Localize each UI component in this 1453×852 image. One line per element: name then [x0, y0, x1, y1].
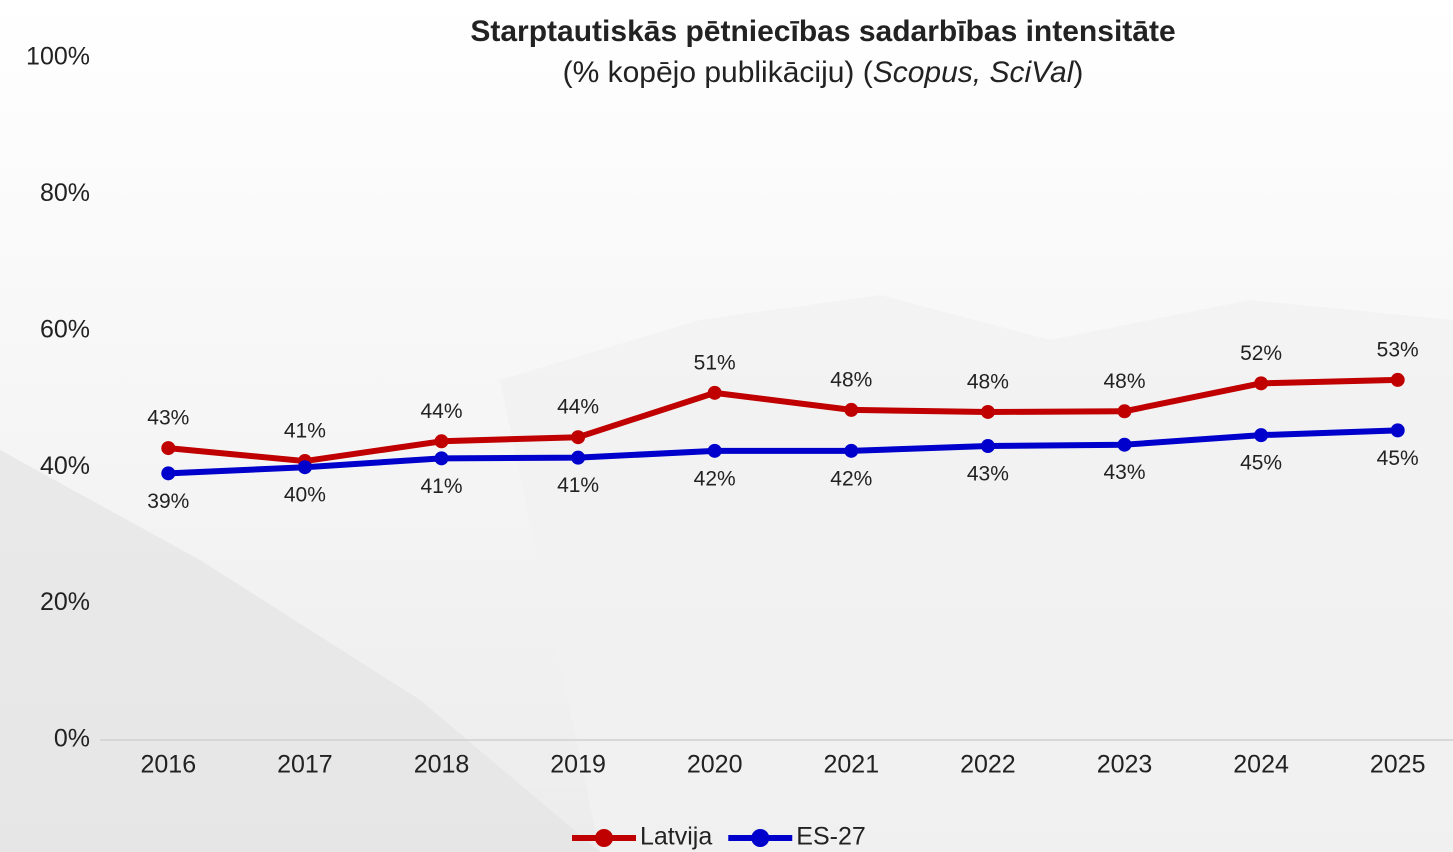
data-label: 41%	[420, 475, 462, 498]
data-point	[161, 466, 176, 481]
data-point	[1390, 372, 1405, 387]
data-label: 42%	[830, 467, 872, 490]
data-label: 51%	[694, 351, 736, 374]
chart-title: Starptautiskās pētniecības sadarbības in…	[470, 15, 1175, 48]
data-label: 42%	[694, 467, 736, 490]
data-point	[980, 404, 995, 419]
x-tick-label: 2025	[1370, 751, 1426, 779]
data-point	[1117, 437, 1132, 452]
data-label: 43%	[1103, 461, 1145, 484]
data-point	[1254, 428, 1269, 443]
data-point	[1390, 423, 1405, 438]
subtitle-part: )	[1073, 56, 1083, 89]
data-label: 45%	[1240, 452, 1282, 475]
y-tick-label: 40%	[40, 452, 90, 480]
data-label: 39%	[147, 490, 189, 513]
data-point	[571, 450, 586, 465]
data-label: 48%	[830, 368, 872, 391]
y-tick-label: 20%	[40, 588, 90, 616]
x-tick-label: 2024	[1233, 751, 1289, 779]
data-point	[434, 434, 449, 449]
x-tick-label: 2017	[277, 751, 333, 779]
x-tick-label: 2021	[823, 751, 879, 779]
data-label: 52%	[1240, 342, 1282, 365]
x-tick-label: 2016	[140, 751, 196, 779]
data-point	[844, 402, 859, 417]
background-mountain	[0, 450, 600, 852]
data-point	[844, 443, 859, 458]
subtitle-part: (% kopējo publikāciju) (	[563, 56, 873, 89]
data-label: 44%	[420, 400, 462, 423]
data-label: 43%	[147, 407, 189, 430]
x-tick-label: 2023	[1097, 751, 1153, 779]
legend-label: Latvija	[640, 823, 712, 851]
x-tick-label: 2022	[960, 751, 1016, 779]
data-point	[571, 430, 586, 445]
series-line	[168, 427, 1398, 477]
data-label: 41%	[557, 474, 599, 497]
data-label: 48%	[1103, 370, 1145, 393]
legend-label: ES-27	[796, 823, 865, 851]
data-label: 40%	[284, 484, 326, 507]
data-label: 43%	[967, 463, 1009, 486]
x-tick-label: 2020	[687, 751, 743, 779]
data-label: 41%	[284, 420, 326, 443]
data-label: 44%	[557, 396, 599, 419]
series-line	[168, 376, 1398, 465]
legend-marker	[595, 829, 613, 847]
chart-subtitle: (% kopējo publikāciju) (Scopus, SciVal)	[563, 56, 1084, 89]
data-point	[980, 439, 995, 454]
data-point	[161, 441, 176, 456]
data-label: 45%	[1377, 447, 1419, 470]
data-point	[434, 451, 449, 466]
data-point	[1117, 404, 1132, 419]
data-label: 48%	[967, 371, 1009, 394]
data-point	[707, 443, 722, 458]
x-tick-label: 2019	[550, 751, 606, 779]
subtitle-part: Scopus, SciVal	[873, 56, 1075, 89]
data-point	[1254, 376, 1269, 391]
y-tick-label: 60%	[40, 315, 90, 343]
legend-marker	[751, 829, 770, 847]
background-mountain	[500, 295, 1453, 852]
data-label: 53%	[1377, 338, 1419, 361]
data-point	[707, 385, 722, 400]
y-tick-label: 100%	[26, 43, 90, 71]
x-tick-label: 2018	[414, 751, 470, 779]
y-tick-label: 80%	[40, 179, 90, 207]
y-tick-label: 0%	[54, 725, 90, 753]
data-point	[297, 460, 312, 475]
